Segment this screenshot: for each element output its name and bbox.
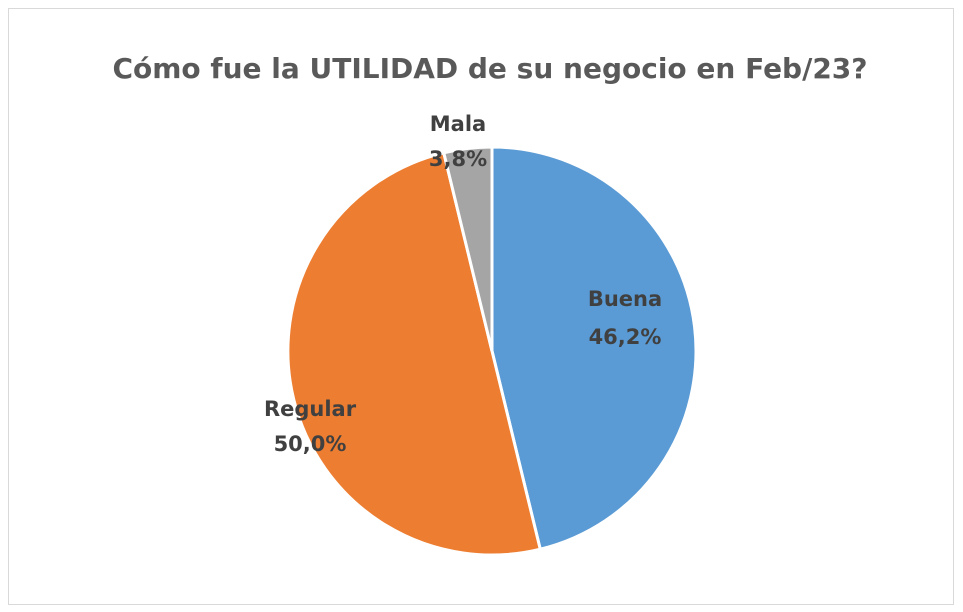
pie-slice: [490, 145, 698, 552]
chart-title: Cómo fue la UTILIDAD de su negocio en Fe…: [112, 52, 867, 85]
slice-category-label: Mala: [430, 112, 486, 136]
pie-slice: [286, 150, 543, 557]
slice-category-label: Buena: [588, 287, 662, 311]
slice-value-label: 3,8%: [429, 147, 487, 171]
slice-value-label: 50,0%: [274, 432, 347, 456]
pie-slice: [441, 145, 494, 352]
slice-category-label: Regular: [264, 397, 357, 421]
slice-value-label: 46,2%: [589, 325, 662, 349]
